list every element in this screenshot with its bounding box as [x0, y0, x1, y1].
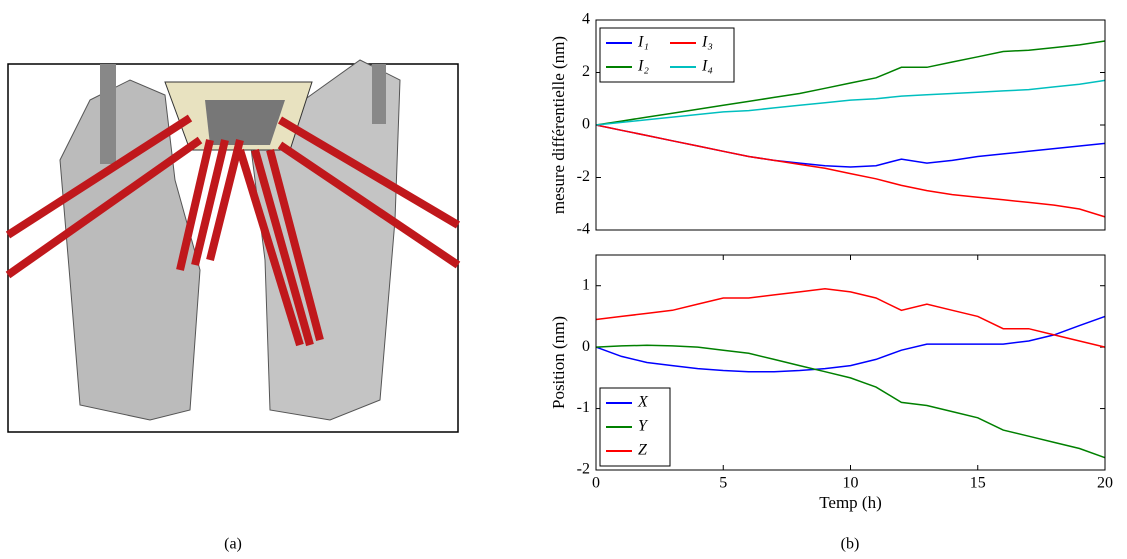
series-line — [595, 288, 1106, 348]
legend-label: I₄ — [701, 58, 713, 75]
y-tick-label: 0 — [582, 116, 590, 133]
legend-box — [599, 27, 735, 83]
series-line — [595, 124, 1106, 168]
x-tick-label: 20 — [1097, 475, 1113, 492]
legend-label: Y — [638, 418, 649, 435]
series-line — [595, 124, 1106, 218]
series-line — [595, 79, 1106, 126]
plot-frame — [595, 19, 1106, 231]
legend-label: I₃ — [701, 34, 713, 51]
y-tick-label: -2 — [577, 168, 590, 185]
legend-label: I₂ — [637, 58, 649, 75]
x-tick-label: 10 — [843, 475, 859, 492]
legend-label: Z — [638, 442, 648, 459]
x-axis-label: Temp (h) — [819, 493, 882, 512]
y-axis-label: Position (nm) — [549, 316, 568, 409]
series-line — [595, 344, 1106, 459]
x-tick-label: 0 — [592, 475, 600, 492]
y-axis-label: mesure différentielle (nm) — [549, 36, 568, 214]
y-tick-label: 0 — [582, 338, 590, 355]
series-line — [595, 40, 1106, 126]
plot-frame — [595, 254, 1106, 471]
y-tick-label: 1 — [582, 276, 590, 293]
y-tick-label: 4 — [582, 11, 590, 28]
legend-label: X — [637, 394, 649, 411]
y-tick-label: 2 — [582, 63, 590, 80]
caption: (b) — [841, 536, 860, 553]
illustration — [5, 59, 461, 433]
y-tick-label: -4 — [577, 221, 590, 238]
caption: (a) — [224, 536, 242, 553]
series-line — [595, 315, 1106, 373]
y-tick-label: -1 — [577, 399, 590, 416]
x-tick-label: 5 — [719, 475, 727, 492]
legend-label: I₁ — [637, 34, 649, 51]
y-tick-label: -2 — [577, 461, 590, 478]
x-tick-label: 15 — [970, 475, 986, 492]
